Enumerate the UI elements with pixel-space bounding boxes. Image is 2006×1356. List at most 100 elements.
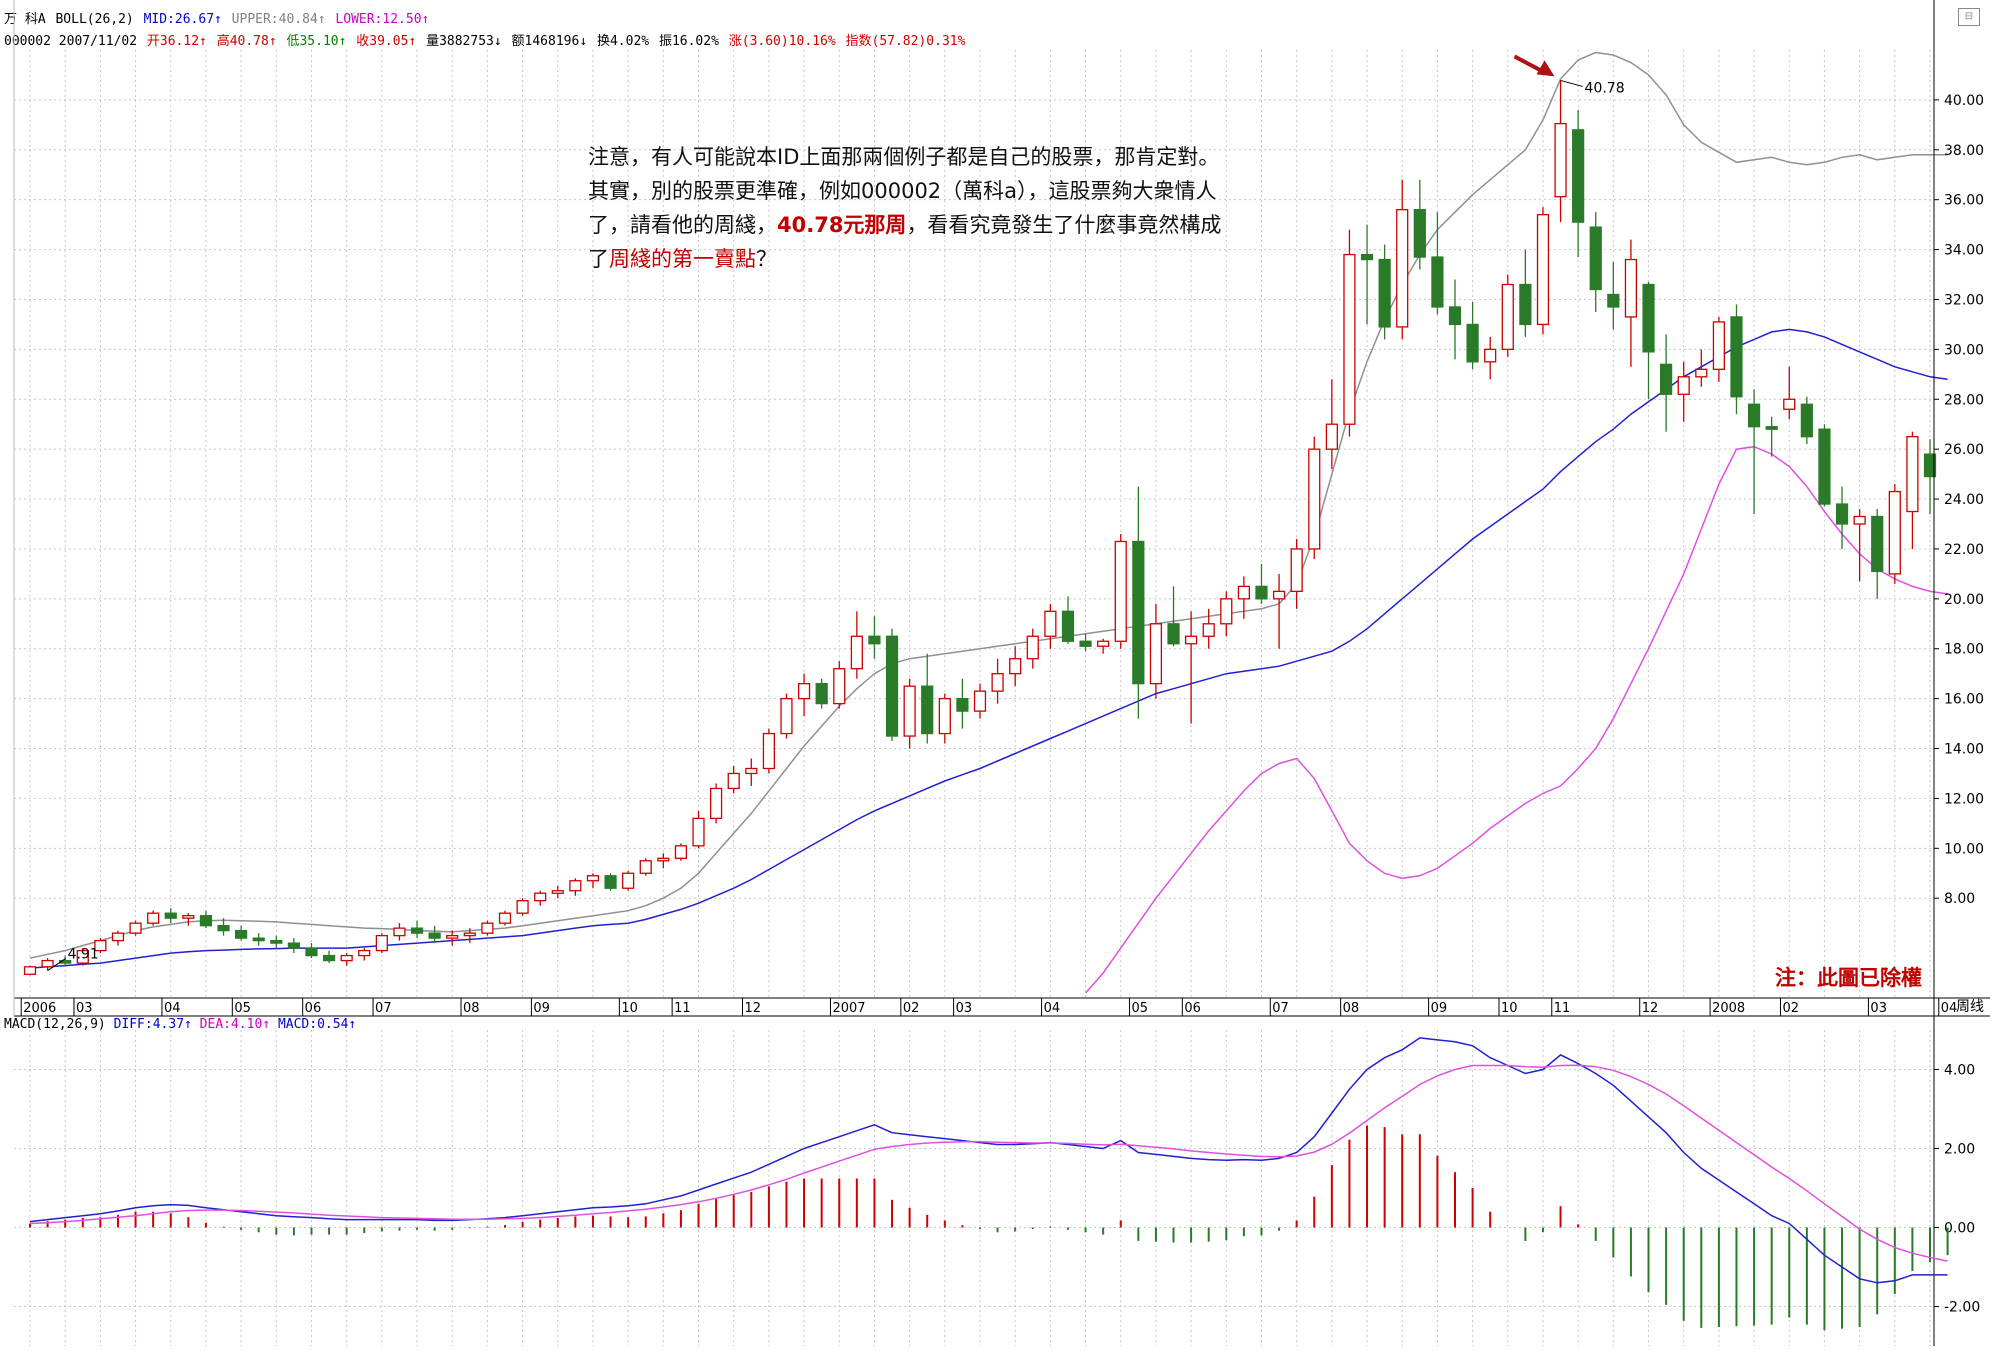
- candle: [534, 890, 547, 906]
- candle-body: [446, 934, 459, 939]
- candle: [446, 930, 459, 946]
- candle: [1255, 563, 1268, 604]
- boll-header-item-2: MID:26.67↑: [143, 12, 230, 27]
- candle: [1079, 633, 1092, 652]
- x-tick-label: 12: [1642, 1001, 1659, 1016]
- quote-header-item-7: 换4.02%: [596, 34, 657, 49]
- candle: [235, 925, 248, 941]
- candle: [340, 953, 353, 966]
- note-highlight-week: 40.78元那周: [777, 213, 907, 237]
- candle: [1642, 282, 1655, 400]
- candle-body: [1730, 316, 1743, 398]
- candle: [1272, 573, 1286, 649]
- x-tick-label: 10: [621, 1001, 638, 1016]
- macd-header: MACD(12,26,9) DIFF:4.37↑ DEA:4.10↑ MACD:…: [4, 1017, 356, 1032]
- candle-body: [1026, 635, 1039, 660]
- candle-body: [1589, 226, 1602, 291]
- x-tick-label: 08: [463, 1001, 480, 1016]
- candle: [1378, 244, 1391, 340]
- candle-body: [1185, 635, 1198, 645]
- candle: [1677, 361, 1690, 422]
- candle-body: [1308, 448, 1321, 550]
- candle: [938, 693, 951, 744]
- candle: [833, 661, 846, 709]
- candle-body: [1360, 253, 1374, 261]
- candle-body: [868, 635, 881, 645]
- candle-body: [692, 817, 705, 847]
- quote-header-item-2: 高40.78↑: [216, 34, 285, 49]
- candle-body: [956, 697, 969, 712]
- candle-body: [1325, 423, 1338, 450]
- candle: [1871, 509, 1884, 599]
- candle: [59, 955, 72, 966]
- window-toggle-icon[interactable]: ⊟: [1958, 8, 1980, 26]
- candle-body: [1009, 658, 1022, 675]
- candle: [1730, 304, 1743, 415]
- candle-body: [1835, 503, 1849, 525]
- quote-header-item-0: 000002 2007/11/02: [4, 34, 145, 49]
- candle-body: [991, 673, 1004, 692]
- x-tick-label: 12: [745, 1001, 762, 1016]
- candle: [1413, 179, 1426, 270]
- candle: [1624, 239, 1638, 367]
- x-tick-label: 10: [1501, 1001, 1518, 1016]
- candle: [410, 920, 424, 939]
- candle-body: [270, 939, 283, 944]
- y-tick-label: 14.00: [1944, 742, 1984, 758]
- boll-bands: [29, 51, 1948, 994]
- candle-body: [569, 880, 582, 892]
- y-tick-label: 16.00: [1944, 692, 1984, 708]
- note-highlight-sellpoint: 周綫的第一賣點: [609, 247, 756, 271]
- candle-body: [182, 915, 195, 919]
- candle-body: [287, 942, 300, 949]
- x-tick-label: 04: [1941, 1001, 1958, 1016]
- quote-header-item-10: 指数(57.82)0.31%: [845, 34, 966, 49]
- candle-body: [921, 685, 934, 735]
- candle-body: [1044, 610, 1057, 637]
- candle-body: [41, 959, 54, 968]
- candle: [885, 628, 899, 742]
- candle: [1308, 436, 1321, 559]
- candle: [1237, 576, 1250, 619]
- candle: [956, 678, 969, 729]
- x-tick-label: 11: [1554, 1001, 1571, 1016]
- quote-header-item-3: 低35.10↑: [286, 34, 355, 49]
- candle: [1835, 486, 1849, 549]
- quote-header: 000002 2007/11/02 开36.12↑ 高40.78↑ 低35.10…: [4, 30, 967, 49]
- candle-body: [498, 912, 512, 924]
- period-label: 周线: [1956, 999, 1984, 1015]
- note-line-3a: 了，請看他的周綫，: [588, 213, 777, 237]
- boll-lower-line: [1085, 445, 1948, 994]
- y-tick-label: 30.00: [1944, 342, 1984, 358]
- candle: [393, 923, 406, 941]
- boll-header-item-3: UPPER:40.84↑: [231, 12, 334, 27]
- candle-body: [973, 690, 987, 712]
- candle-body: [1448, 306, 1462, 326]
- quote-header-item-4: 收39.05↑: [356, 34, 425, 49]
- candle: [147, 910, 160, 926]
- candle-body: [938, 697, 951, 735]
- candle: [1923, 439, 1937, 515]
- note-line-4a: 了: [588, 247, 609, 271]
- candle: [129, 920, 142, 936]
- candle-body: [1677, 376, 1690, 395]
- candle-body: [1167, 623, 1180, 645]
- candle: [270, 935, 283, 949]
- candle-body: [23, 966, 37, 975]
- candle: [1818, 424, 1831, 507]
- candle: [76, 948, 89, 966]
- candle: [1554, 80, 1567, 223]
- macd-diff-line: [29, 1037, 1948, 1284]
- candle-body: [727, 772, 740, 790]
- x-tick-label: 02: [903, 1001, 920, 1016]
- candle-body: [235, 929, 248, 939]
- macd-header-item-1: DIFF:4.37↑: [113, 1017, 200, 1032]
- candle-body: [393, 927, 406, 937]
- candle-body: [657, 857, 670, 862]
- candle-body: [833, 668, 846, 705]
- macd-y-tick-label: 4.00: [1944, 1063, 1975, 1079]
- x-tick-label: 03: [956, 1001, 973, 1016]
- candle: [973, 683, 987, 719]
- candle: [322, 950, 336, 964]
- adjustment-note: 注：此圖已除權: [1775, 966, 1922, 990]
